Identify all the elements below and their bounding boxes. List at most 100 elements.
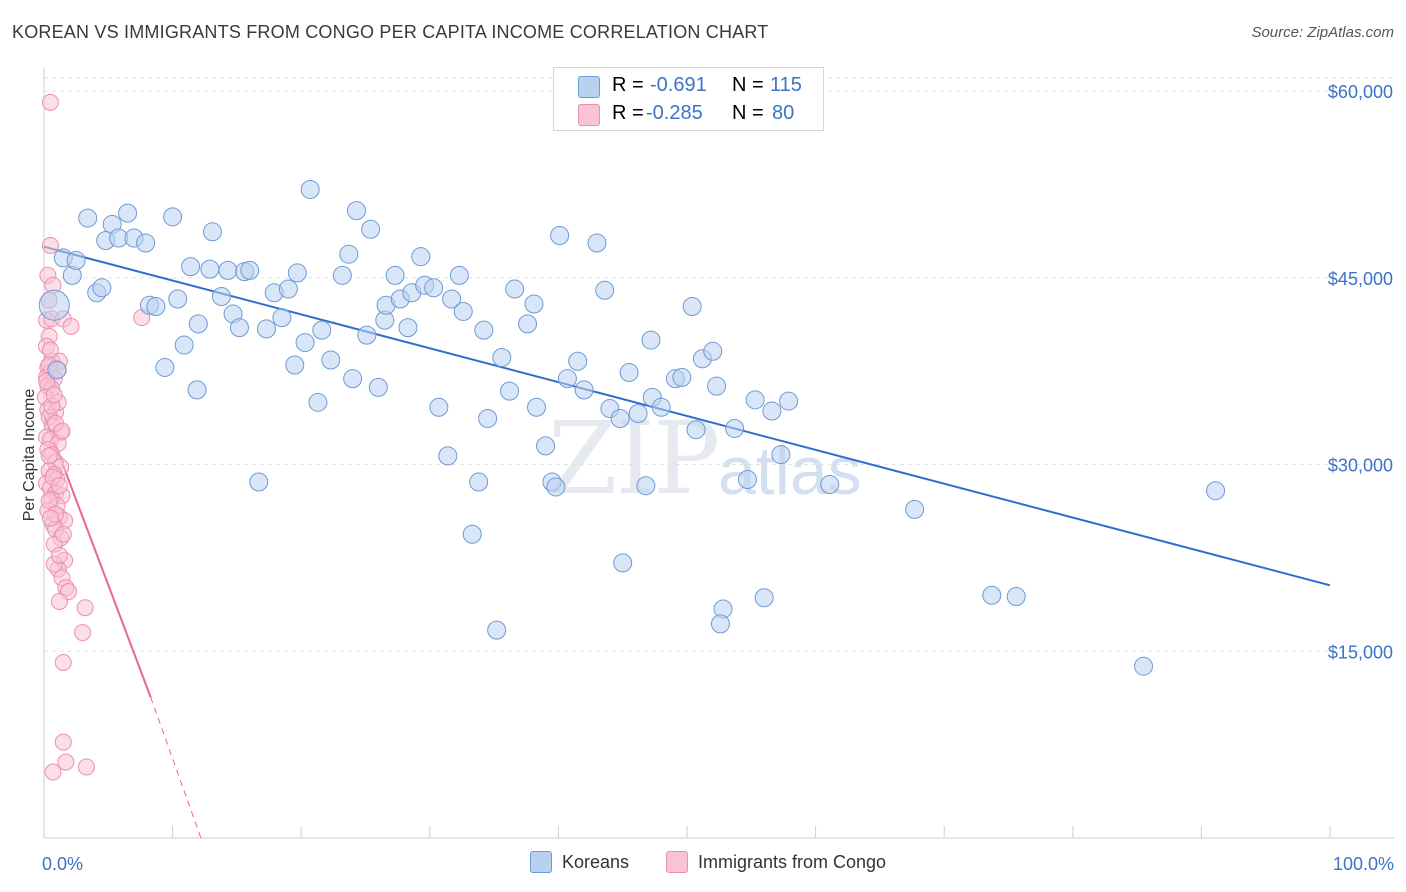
point-congo	[54, 653, 72, 671]
point-koreans	[518, 314, 538, 334]
legend-n-value-congo: 80	[772, 102, 795, 124]
point-koreans	[92, 278, 112, 298]
point-congo	[74, 624, 92, 642]
point-koreans	[771, 445, 791, 465]
legend-r-value-congo: -0.285	[646, 102, 703, 124]
point-koreans	[478, 409, 498, 429]
point-koreans	[368, 377, 388, 397]
point-koreans	[557, 369, 577, 389]
point-koreans	[587, 233, 607, 253]
point-koreans	[672, 367, 692, 387]
point-koreans	[613, 553, 633, 573]
point-koreans	[411, 247, 431, 267]
point-koreans	[229, 318, 249, 338]
point-koreans	[682, 296, 702, 316]
point-koreans	[346, 201, 366, 221]
watermark-atlas: atlas	[718, 433, 862, 509]
trend-line-koreans	[43, 245, 1331, 587]
x-tick-label-end: 100.0%	[1333, 854, 1394, 874]
point-koreans	[300, 179, 320, 199]
y-axis-label: Per Capita Income	[21, 389, 38, 522]
point-koreans	[505, 279, 525, 299]
point-koreans	[500, 381, 520, 401]
point-koreans	[474, 320, 494, 340]
y-tick-label: $60,000	[1328, 82, 1393, 102]
legend-item-congo: Immigrants from Congo	[666, 851, 886, 873]
point-koreans	[155, 357, 175, 377]
point-congo	[50, 477, 68, 495]
point-koreans	[1134, 656, 1154, 676]
point-koreans	[136, 233, 156, 253]
point-koreans	[438, 446, 458, 466]
point-koreans	[146, 296, 166, 316]
point-koreans	[703, 341, 723, 361]
series-congo-points	[36, 93, 151, 781]
point-koreans	[295, 333, 315, 353]
axes	[43, 68, 1394, 839]
point-koreans	[272, 308, 292, 328]
point-congo	[54, 733, 72, 751]
chart-title: KOREAN VS IMMIGRANTS FROM CONGO PER CAPI…	[12, 22, 769, 42]
point-koreans	[595, 280, 615, 300]
point-koreans	[524, 294, 544, 314]
point-koreans	[1206, 481, 1226, 501]
legend-bottom-swatch-koreans	[530, 851, 552, 873]
point-koreans	[453, 301, 473, 321]
point-koreans	[181, 257, 201, 277]
point-koreans	[424, 278, 444, 298]
point-koreans	[278, 279, 298, 299]
point-congo	[38, 372, 56, 390]
legend-r-value-koreans: -0.691	[650, 74, 707, 96]
legend-n-label-congo: N =	[732, 102, 764, 124]
point-koreans	[686, 420, 706, 440]
point-koreans	[174, 335, 194, 355]
x-tick-label-start: 0.0%	[42, 854, 83, 874]
point-koreans	[546, 477, 566, 497]
gridlines	[44, 77, 1394, 652]
axis-labels: $15,000 $30,000 $45,000 $60,000 0.0% 100.0% Pe…	[21, 82, 1394, 874]
point-koreans	[211, 287, 231, 307]
trend-line-congo-extension	[150, 697, 202, 839]
point-congo	[40, 447, 58, 465]
point-koreans	[339, 244, 359, 264]
point-koreans	[361, 219, 381, 239]
point-koreans	[492, 348, 512, 368]
point-koreans	[118, 203, 138, 223]
point-congo	[57, 753, 75, 771]
point-koreans	[550, 226, 570, 246]
point-koreans	[619, 362, 639, 382]
legend-r-label-congo: R =	[612, 102, 644, 124]
legend-item-koreans: Koreans	[530, 851, 629, 873]
point-koreans	[1006, 587, 1026, 607]
point-koreans	[357, 325, 377, 345]
point-koreans	[202, 222, 222, 242]
point-koreans	[779, 391, 799, 411]
point-congo	[53, 422, 71, 440]
point-congo	[41, 341, 59, 359]
point-koreans	[449, 265, 469, 285]
point-koreans	[905, 499, 925, 519]
point-koreans	[527, 397, 547, 417]
point-congo	[45, 386, 63, 404]
y-tick-label: $15,000	[1328, 642, 1393, 662]
legend-bottom-swatch-congo	[666, 851, 688, 873]
point-koreans	[820, 474, 840, 494]
point-congo	[50, 546, 68, 564]
point-koreans	[754, 588, 774, 608]
legend-bottom-label-congo: Immigrants from Congo	[698, 851, 887, 872]
y-tick-label: $45,000	[1328, 269, 1393, 289]
point-koreans	[321, 350, 341, 370]
point-koreans	[332, 265, 352, 285]
point-koreans	[651, 397, 671, 417]
point-koreans	[287, 263, 307, 283]
point-koreans	[398, 318, 418, 338]
point-congo	[41, 236, 59, 254]
point-koreans	[982, 585, 1002, 605]
point-koreans	[636, 476, 656, 496]
legend-n-value-koreans: 115	[770, 74, 802, 96]
point-koreans	[78, 208, 98, 228]
point-koreans	[285, 355, 305, 375]
point-koreans	[38, 289, 70, 321]
source-credit: Source: ZipAtlas.com	[1251, 24, 1394, 41]
